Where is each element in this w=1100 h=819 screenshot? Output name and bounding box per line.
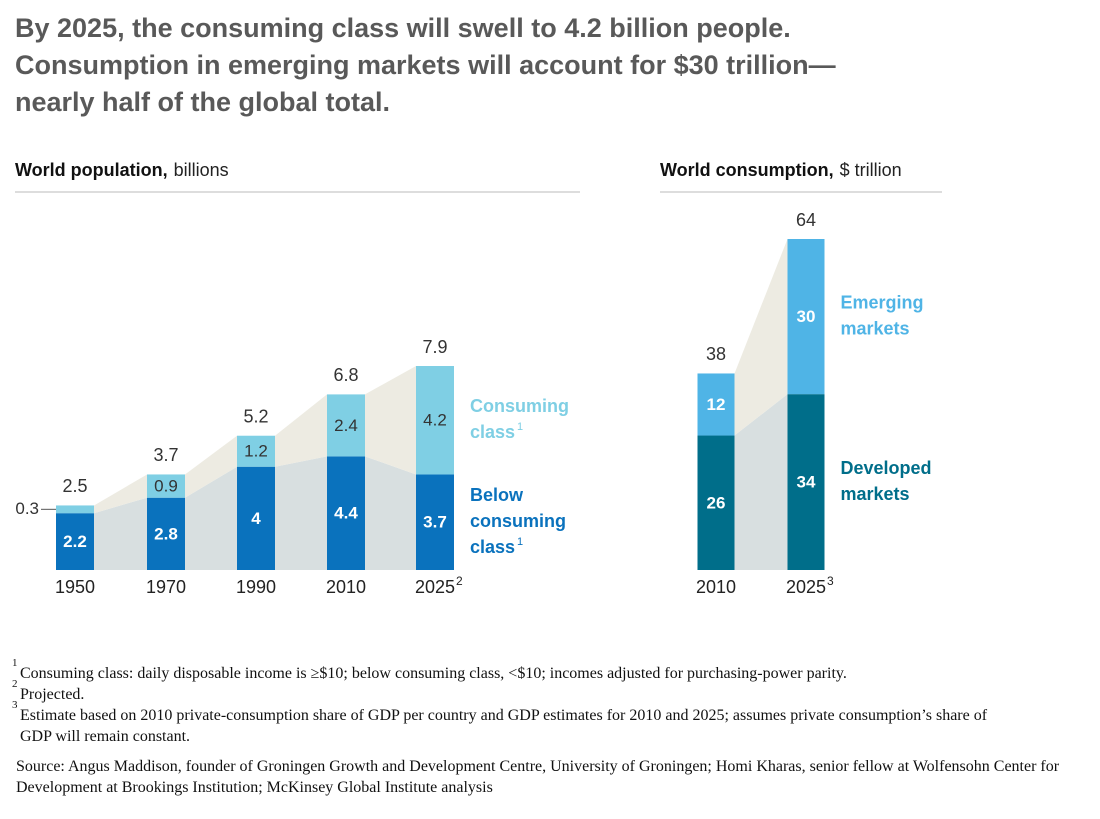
total-label: 64 — [796, 210, 816, 230]
chart-title: World consumption, — [660, 160, 834, 180]
chart-title: World population, — [15, 160, 168, 180]
chart-unit: billions — [174, 160, 229, 180]
x-tick-label: 2010 — [696, 577, 736, 597]
headline: By 2025, the consuming class will swell … — [15, 13, 791, 43]
connector-area — [365, 366, 416, 475]
connector-area — [275, 394, 327, 467]
legend-label: Consuming class — [470, 396, 574, 442]
connector-area — [365, 456, 416, 570]
footnote-mark: 2 — [12, 678, 18, 690]
bar-segment — [787, 394, 825, 570]
legend-label: Developed markets — [841, 458, 937, 504]
value-label: 30 — [797, 307, 816, 326]
legend-label: Below consuming class — [470, 485, 571, 557]
x-tick-label: 2025 — [415, 577, 455, 597]
connector-area — [275, 456, 327, 570]
value-label: 4.2 — [423, 411, 447, 430]
legend-footnote: 1 — [517, 536, 523, 548]
value-label: 0.9 — [154, 477, 178, 496]
bar-segment — [416, 366, 454, 475]
footnote: 2 Projected. — [12, 679, 1012, 705]
value-label: 26 — [707, 493, 726, 512]
value-label: 3.7 — [423, 513, 447, 532]
value-label: 12 — [707, 395, 726, 414]
footnote-text: Projected. — [20, 686, 85, 703]
footnotes: 1 Consuming class: daily disposable incom… — [12, 658, 1059, 798]
x-tick-label: 2010 — [326, 577, 366, 597]
connector-area — [734, 239, 788, 436]
total-label: 5.2 — [243, 406, 268, 426]
x-tick-footnote: 2 — [456, 574, 463, 588]
value-label: 4.4 — [334, 504, 358, 523]
headline: Consumption in emerging markets will acc… — [15, 50, 836, 80]
bar-segment — [787, 239, 825, 395]
x-tick-footnote: 3 — [827, 574, 834, 588]
footnote-text: Estimate based on 2010 private-consumpti… — [20, 707, 988, 745]
connector-area — [734, 394, 788, 570]
value-label: 34 — [797, 473, 816, 492]
value-label: 1.2 — [244, 442, 268, 461]
bar-segment — [416, 474, 454, 570]
chart-unit: $ trillion — [840, 160, 902, 180]
chart: By 2025, the consuming class will swell … — [15, 13, 942, 597]
footnote: 1 Consuming class: daily disposable incom… — [12, 658, 1012, 684]
bar-segment — [237, 466, 275, 570]
bar-segment — [56, 505, 94, 514]
x-tick-label: 1970 — [146, 577, 186, 597]
value-label: 2.2 — [63, 532, 87, 551]
footnote: 3 Estimate based on 2010 private-consumpt… — [12, 700, 1012, 747]
bar-segment — [327, 394, 365, 457]
connector-area — [185, 435, 237, 498]
source: Source: Angus Maddison, founder of Groni… — [16, 758, 1060, 796]
footnote-mark: 3 — [12, 699, 18, 711]
x-tick-label: 1950 — [55, 577, 95, 597]
value-label: 2.4 — [334, 416, 358, 435]
bar-segment — [147, 474, 185, 498]
bar-segment — [697, 373, 735, 436]
total-label: 38 — [706, 344, 726, 364]
total-label: 6.8 — [333, 365, 358, 385]
bar-segment — [147, 497, 185, 570]
total-label: 3.7 — [153, 445, 178, 465]
value-label: 2.8 — [154, 524, 178, 543]
total-label: 7.9 — [422, 337, 447, 357]
footnote-mark: 1 — [12, 657, 18, 669]
footnote-text: Consuming class: daily disposable income… — [20, 665, 847, 682]
legend-label: Emerging markets — [841, 292, 929, 338]
x-tick-label: 2025 — [786, 577, 826, 597]
legend-footnote: 1 — [517, 421, 523, 433]
bar-segment — [56, 513, 94, 570]
value-label: 4 — [251, 509, 261, 528]
total-label: 2.5 — [62, 476, 87, 496]
value-label: 0.3 — [15, 499, 39, 518]
bar-segment — [697, 435, 735, 570]
bar-segment — [327, 456, 365, 570]
headline: nearly half of the global total. — [15, 87, 390, 117]
bar-segment — [237, 435, 275, 467]
connector-area — [94, 474, 147, 514]
connector-area — [185, 466, 237, 570]
x-tick-label: 1990 — [236, 577, 276, 597]
connector-area — [94, 497, 147, 570]
